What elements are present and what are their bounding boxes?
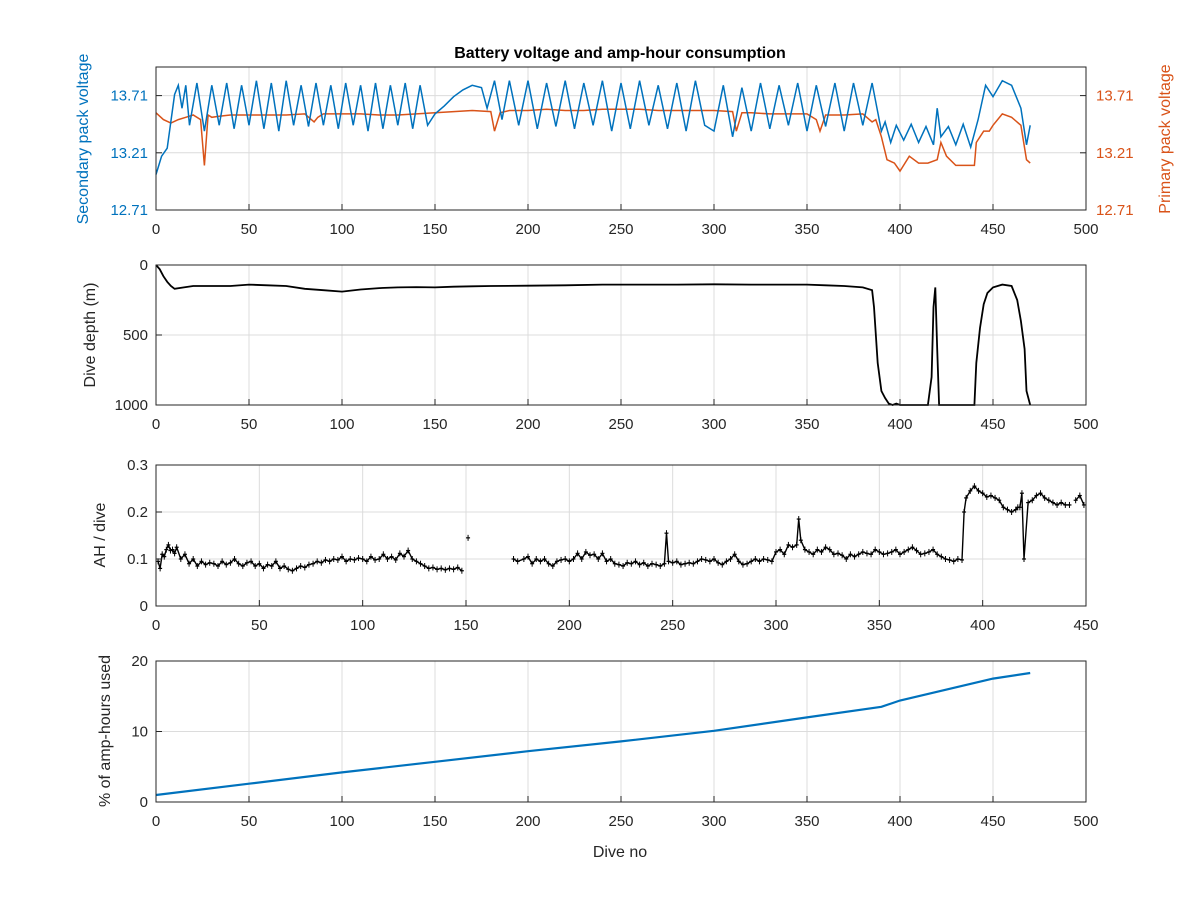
depth-panel: 0 50 100 150 200 250 300 350 400 450 500 0 500 1000 D… [82,257,1099,433]
left-y-tick-label: 20 [131,653,148,670]
voltage-left-ylabel: Secondary pack voltage [75,54,92,225]
x-tick-label: 100 [329,813,354,830]
percent-panel: 0 50 100 150 200 250 300 350 400 450 500 0 10 20 % of… [97,653,1099,861]
voltage-panel: 0 50 100 150 200 250 300 350 400 450 500 12.71 13.21… [75,54,1174,238]
x-tick-label: 0 [152,617,160,634]
x-tick-label: 200 [515,221,540,238]
left-y-tick-label: 0.1 [127,551,148,568]
x-tick-label: 350 [794,416,819,433]
x-tick-label: 150 [453,617,478,634]
x-tick-label: 100 [329,416,354,433]
x-tick-label: 400 [970,617,995,634]
x-tick-label: 100 [329,221,354,238]
x-tick-label: 450 [980,221,1005,238]
x-tick-label: 450 [980,416,1005,433]
x-tick-label: 300 [701,221,726,238]
x-tick-label: 50 [241,813,258,830]
x-tick-label: 150 [422,416,447,433]
x-tick-label: 250 [660,617,685,634]
x-tick-label: 50 [241,416,258,433]
x-tick-label: 400 [887,221,912,238]
x-tick-label: 200 [515,416,540,433]
x-tick-label: 0 [152,416,160,433]
x-tick-label: 500 [1073,416,1098,433]
x-tick-label: 300 [763,617,788,634]
x-tick-label: 300 [701,813,726,830]
x-tick-label: 300 [701,416,726,433]
x-tick-label: 150 [422,813,447,830]
secondary-voltage-line [155,79,1031,175]
left-y-tick-label: 13.71 [110,88,148,105]
percent-ylabel: % of amp-hours used [97,655,114,807]
dive-depth-line [155,264,1032,406]
amphours-ylabel: AH / dive [92,502,109,567]
left-y-tick-label: 0 [140,598,148,615]
percent-xlabel: Dive no [593,844,647,861]
x-tick-label: 100 [350,617,375,634]
left-y-tick-label: 0.2 [127,504,148,521]
left-y-tick-label: 0.3 [127,457,148,474]
x-tick-label: 500 [1073,813,1098,830]
x-tick-label: 350 [794,221,819,238]
x-tick-label: 250 [608,813,633,830]
x-tick-label: 350 [867,617,892,634]
x-tick-label: 400 [887,813,912,830]
left-y-tick-label: 0 [140,794,148,811]
depth-ylabel: Dive depth (m) [82,283,99,388]
x-tick-label: 200 [515,813,540,830]
right-y-tick-label: 13.71 [1096,88,1134,105]
x-tick-label: 500 [1073,221,1098,238]
x-tick-label: 0 [152,813,160,830]
ah-per-dive-line [513,485,1070,567]
x-tick-label: 450 [1073,617,1098,634]
x-tick-label: 150 [422,221,447,238]
left-y-tick-label: 500 [123,327,148,344]
x-tick-label: 450 [980,813,1005,830]
x-tick-label: 350 [794,813,819,830]
x-tick-label: 400 [887,416,912,433]
left-y-tick-label: 13.21 [110,145,148,162]
right-y-tick-label: 13.21 [1096,145,1134,162]
left-y-tick-label: 12.71 [110,202,148,219]
x-tick-label: 0 [152,221,160,238]
x-tick-label: 250 [608,221,633,238]
right-y-tick-label: 12.71 [1096,202,1134,219]
left-y-tick-label: 1000 [115,397,148,414]
x-tick-label: 50 [251,617,268,634]
amphours-axes-frame [155,464,1087,607]
amp-hours-used-line [155,671,1031,797]
x-tick-label: 250 [608,416,633,433]
chart-title: Battery voltage and amp-hour consumption [454,45,786,62]
x-tick-label: 50 [241,221,258,238]
primary-voltage-line [155,108,1031,173]
ah-per-dive-line [157,543,463,572]
amphours-panel: 0 50 100 150 200 250 300 350 400 450 0 0.1 0.2 0.3 AH… [92,457,1099,634]
x-tick-label: 200 [557,617,582,634]
left-y-tick-label: 0 [140,257,148,274]
left-y-tick-label: 10 [131,724,148,741]
voltage-right-ylabel: Primary pack voltage [1157,64,1174,213]
